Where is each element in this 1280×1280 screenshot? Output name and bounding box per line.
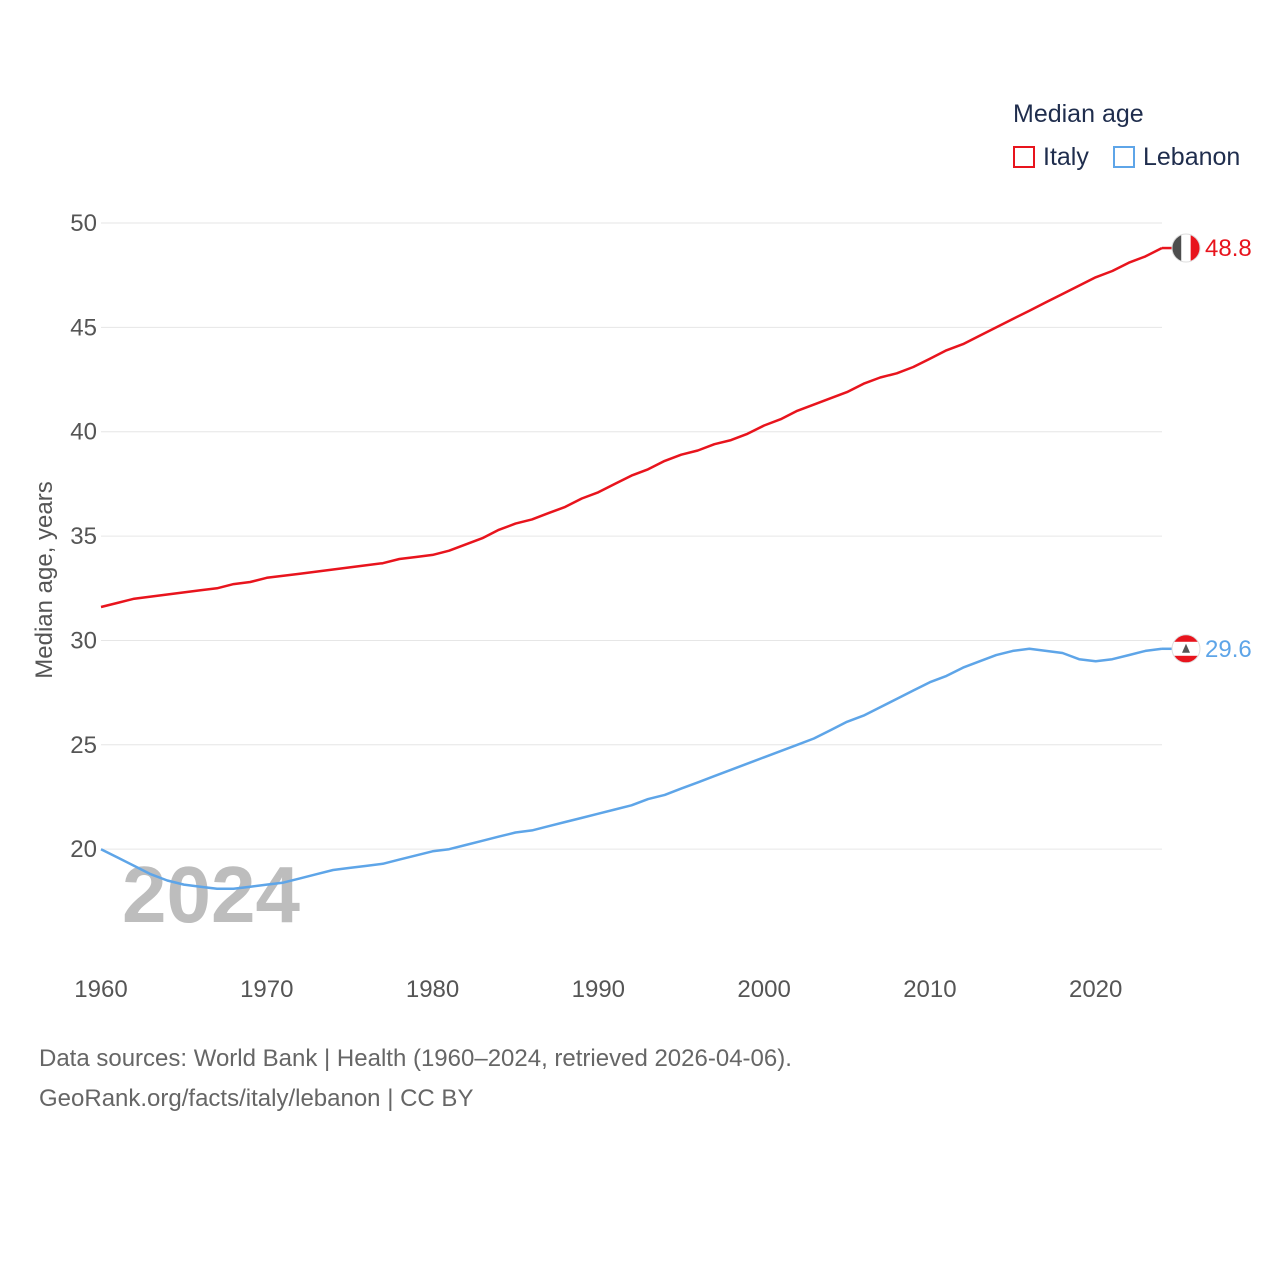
x-tick-label-2020: 2020 bbox=[1069, 976, 1122, 1003]
legend-title: Median age bbox=[1013, 100, 1144, 128]
y-tick-label-45: 45 bbox=[70, 314, 97, 341]
flag-italy-icon bbox=[1171, 233, 1201, 263]
x-tick-label-2000: 2000 bbox=[737, 976, 790, 1003]
year-watermark: 2024 bbox=[122, 850, 300, 939]
x-tick-label-1970: 1970 bbox=[240, 976, 293, 1003]
end-label-italy: 48.8 bbox=[1205, 235, 1252, 262]
y-axis-ticks: 20 25 30 35 40 45 50 bbox=[70, 210, 97, 863]
legend-label-italy: Italy bbox=[1043, 142, 1089, 171]
x-tick-label-1980: 1980 bbox=[406, 976, 459, 1003]
end-markers: 48.8 29.6 bbox=[1162, 233, 1252, 664]
grid-lines bbox=[101, 222, 1162, 850]
line-chart: 20 25 30 35 40 45 50 1960 1970 1980 1990 2000 2010 2… bbox=[31, 210, 1252, 1003]
legend-swatch-italy bbox=[1013, 146, 1035, 168]
footer-attribution[interactable]: GeoRank.org/facts/italy/lebanon | CC BY bbox=[39, 1085, 474, 1112]
x-tick-label-2010: 2010 bbox=[903, 976, 956, 1003]
x-tick-label-1990: 1990 bbox=[572, 976, 625, 1003]
flag-lebanon-icon bbox=[1171, 634, 1201, 664]
series-lines bbox=[100, 246, 1163, 891]
x-tick-label-1960: 1960 bbox=[74, 976, 127, 1003]
legend-swatch-lebanon bbox=[1113, 146, 1135, 168]
footer-source: Data sources: World Bank | Health (1960–… bbox=[39, 1045, 792, 1072]
y-tick-label-25: 25 bbox=[70, 732, 97, 759]
legend-item-lebanon[interactable]: Lebanon bbox=[1113, 142, 1240, 172]
series-line-lebanon[interactable] bbox=[100, 647, 1163, 891]
y-tick-label-50: 50 bbox=[70, 210, 97, 237]
legend-label-lebanon: Lebanon bbox=[1143, 142, 1241, 171]
end-label-lebanon: 29.6 bbox=[1205, 636, 1252, 663]
x-axis-ticks: 1960 1970 1980 1990 2000 2010 2020 bbox=[74, 976, 1122, 1003]
series-line-italy[interactable] bbox=[100, 246, 1163, 609]
legend-item-italy[interactable]: Italy bbox=[1013, 142, 1089, 172]
y-axis-label: Median age, years bbox=[31, 481, 58, 678]
y-tick-label-40: 40 bbox=[70, 419, 97, 446]
y-tick-label-20: 20 bbox=[70, 836, 97, 863]
y-tick-label-30: 30 bbox=[70, 627, 97, 654]
y-tick-label-35: 35 bbox=[70, 523, 97, 550]
